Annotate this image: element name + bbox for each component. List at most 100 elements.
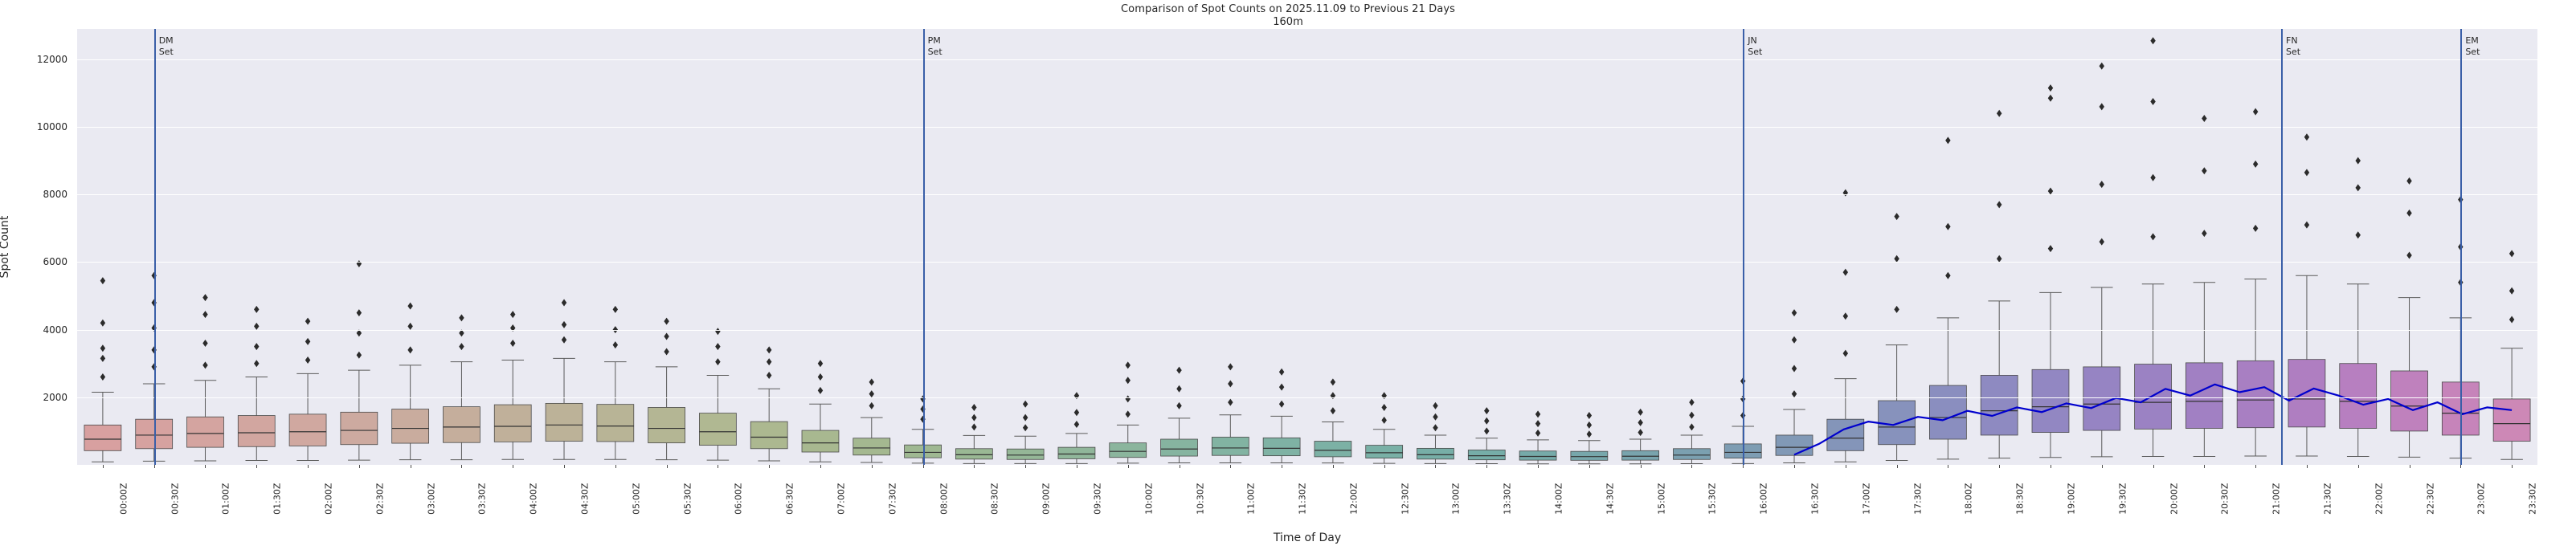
outlier-point <box>869 401 875 409</box>
outlier-point <box>1842 349 1849 357</box>
outlier-point <box>100 319 106 327</box>
x-tick-mark <box>153 465 155 468</box>
box <box>391 409 430 444</box>
x-tick-mark <box>2153 465 2154 468</box>
outlier-point <box>2047 84 2054 92</box>
outlier-point <box>2509 250 2515 258</box>
boxplot-09:30Z <box>1057 392 1096 464</box>
outlier-point <box>1433 424 1438 432</box>
x-tick-mark <box>2101 465 2103 468</box>
boxplot-21:30Z <box>2288 133 2326 457</box>
x-tick-14:00Z: 14:00Z <box>1553 483 1564 515</box>
outlier-point <box>1945 271 1951 279</box>
x-tick-17:30Z: 17:30Z <box>1912 483 1924 515</box>
outlier-point <box>1638 429 1643 437</box>
x-tick-mark <box>2204 465 2206 468</box>
outlier-point <box>2047 245 2054 253</box>
outlier-point <box>664 332 669 340</box>
outlier-point <box>356 329 362 337</box>
x-tick-08:00Z: 08:00Z <box>938 483 950 515</box>
annotation-DM-Set: DM Set <box>158 35 174 57</box>
x-tick-mark <box>2357 465 2359 468</box>
annotation-PM-Set: PM Set <box>927 35 942 57</box>
gridline <box>77 127 2537 128</box>
outlier-point <box>1022 413 1028 422</box>
x-tick-12:30Z: 12:30Z <box>1400 483 1411 515</box>
outlier-point <box>1228 398 1233 406</box>
x-tick-mark <box>102 465 104 468</box>
outlier-point <box>2304 169 2310 177</box>
x-tick-00:00Z: 00:00Z <box>118 483 129 515</box>
x-tick-18:00Z: 18:00Z <box>1964 483 1975 515</box>
outlier-point <box>2355 184 2361 192</box>
outlier-point <box>2252 160 2259 168</box>
x-tick-mark <box>1538 465 1539 468</box>
outlier-point <box>2150 173 2156 181</box>
x-tick-mark <box>461 465 463 468</box>
annotation-JN-Set: JN Set <box>1748 35 1763 57</box>
box <box>2031 369 2070 433</box>
outlier-point <box>1073 392 1080 400</box>
box <box>1365 445 1404 458</box>
outlier-point <box>1842 268 1849 276</box>
annotation-EM-Set: EM Set <box>2465 35 2480 57</box>
outlier-point <box>1176 401 1182 409</box>
boxplot-12:00Z <box>1314 378 1352 464</box>
outlier-point <box>1278 383 1285 391</box>
boxplot-11:30Z <box>1262 368 1301 463</box>
outlier-point <box>2202 167 2207 175</box>
gridline <box>77 262 2537 263</box>
outlier-point <box>1894 305 1899 313</box>
x-tick-mark <box>1230 465 1232 468</box>
plot-area: DM Set PM Set JN Set FN Set EM Set <box>77 29 2537 465</box>
outlier-point <box>509 324 516 332</box>
outlier-point <box>1791 390 1797 398</box>
outlier-point <box>356 351 362 359</box>
outlier-point <box>1073 420 1080 428</box>
x-tick-07:00Z: 07:00Z <box>836 483 847 515</box>
outlier-point <box>254 322 260 330</box>
x-tick-mark <box>1025 465 1027 468</box>
box <box>2236 360 2275 429</box>
x-tick-05:00Z: 05:00Z <box>631 483 642 515</box>
outlier-point <box>1945 136 1951 145</box>
boxplot-11:00Z <box>1211 363 1249 463</box>
outlier-point <box>715 328 721 336</box>
x-tick-22:30Z: 22:30Z <box>2425 483 2436 515</box>
boxplot-10:30Z <box>1160 366 1198 463</box>
outlier-point <box>1278 400 1285 408</box>
boxplot-02:00Z <box>288 317 327 462</box>
boxplot-07:30Z <box>853 378 891 463</box>
outlier-point <box>202 311 208 319</box>
boxplot-04:00Z <box>493 311 532 460</box>
outlier-point <box>2252 108 2259 116</box>
x-tick-mark <box>1896 465 1898 468</box>
outlier-point <box>459 343 464 351</box>
box <box>596 404 635 442</box>
x-tick-21:30Z: 21:30Z <box>2322 483 2333 515</box>
boxplot-18:30Z <box>1980 109 2018 459</box>
outlier-point <box>1535 420 1541 428</box>
boxplot-08:30Z <box>955 403 993 464</box>
x-tick-15:00Z: 15:00Z <box>1656 483 1667 515</box>
outlier-point <box>1894 213 1899 221</box>
x-tick-17:00Z: 17:00Z <box>1861 483 1872 515</box>
box <box>84 424 122 451</box>
x-tick-mark <box>564 465 566 468</box>
outlier-point <box>1638 408 1643 416</box>
x-tick-06:30Z: 06:30Z <box>784 483 795 515</box>
x-tick-16:00Z: 16:00Z <box>1758 483 1769 515</box>
x-tick-mark <box>2255 465 2257 468</box>
x-tick-21:00Z: 21:00Z <box>2271 483 2282 515</box>
outlier-point <box>1228 380 1233 388</box>
outlier-point <box>1433 401 1438 409</box>
box <box>648 407 685 444</box>
x-tick-09:00Z: 09:00Z <box>1041 483 1052 515</box>
x-tick-11:30Z: 11:30Z <box>1297 483 1308 515</box>
chart-subtitle: 160m <box>1273 16 1303 28</box>
x-tick-13:30Z: 13:30Z <box>1502 483 1513 515</box>
x-tick-06:00Z: 06:00Z <box>734 483 745 515</box>
x-tick-02:30Z: 02:30Z <box>374 483 386 515</box>
outlier-point <box>1433 413 1438 421</box>
y-tick-10000: 10000 <box>36 121 67 133</box>
